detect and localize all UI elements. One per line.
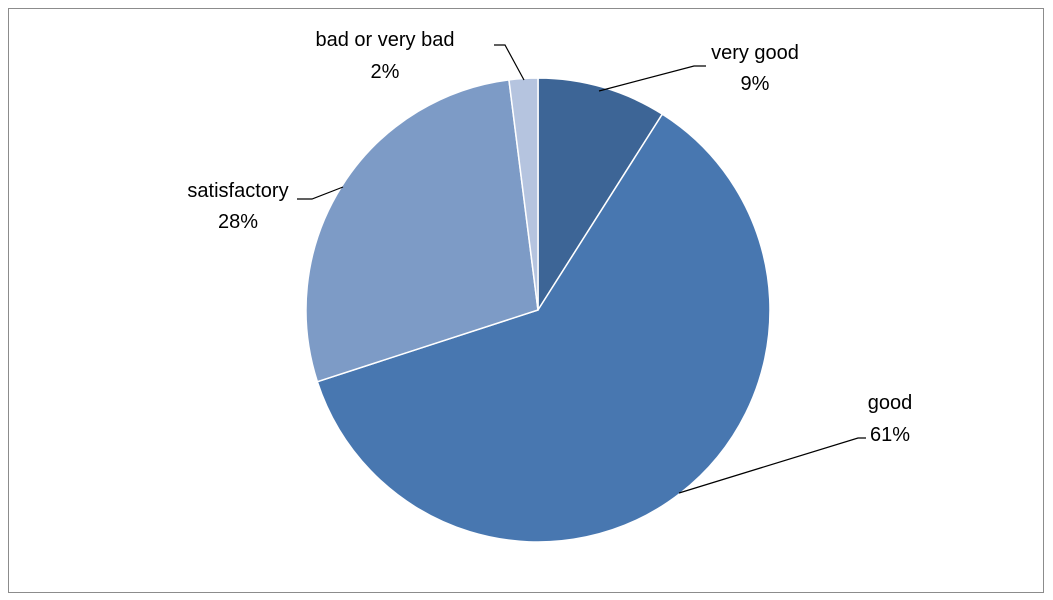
label-bad-value: 2% — [371, 61, 400, 83]
label-satisfactory-name: satisfactory — [187, 180, 288, 202]
pie-slice-satisfactory — [305, 78, 539, 383]
leader-line-good — [678, 437, 866, 494]
leader-line-bad — [494, 44, 525, 81]
label-good-name: good — [868, 392, 913, 414]
pie-slices — [305, 77, 771, 543]
label-satisfactory-value: 28% — [218, 211, 258, 233]
label-good-value: 61% — [870, 424, 910, 446]
leader-line-satisfactory — [297, 186, 344, 200]
label-very-good-name: very good — [711, 42, 799, 64]
pie-slice-very-good — [537, 77, 664, 313]
leader-line-very-good — [598, 65, 706, 92]
label-very-good-value: 9% — [741, 73, 770, 95]
label-bad-name: bad or very bad — [316, 29, 455, 51]
